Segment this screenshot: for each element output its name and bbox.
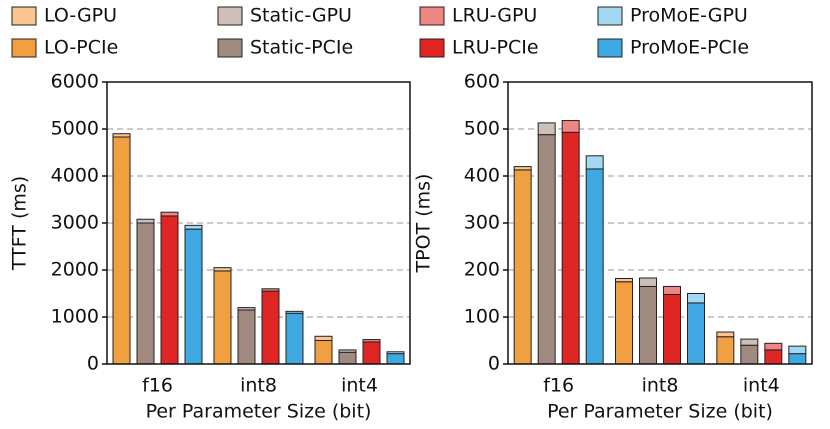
y-tick-label: 500 xyxy=(464,118,500,140)
legend-label: Static-GPU xyxy=(250,5,352,27)
bar-gpu xyxy=(261,288,280,292)
plot-frame xyxy=(106,81,411,365)
y-tick-label: 5000 xyxy=(51,118,99,140)
y-tick-label: 600 xyxy=(464,71,500,93)
bar-pcie xyxy=(160,215,179,365)
bar-gpu xyxy=(639,277,657,287)
bar-pcie xyxy=(362,341,381,365)
bar-gpu xyxy=(285,310,304,314)
y-tick-label: 300 xyxy=(464,212,500,234)
legend-swatch xyxy=(217,38,243,58)
y-tick-label: 200 xyxy=(464,259,500,281)
bar-gpu xyxy=(585,155,604,170)
y-tick-label: 3000 xyxy=(51,212,99,234)
x-tick-label: f16 xyxy=(543,375,574,397)
legend-label: ProMoE-GPU xyxy=(630,5,748,27)
x-tick-label: int8 xyxy=(642,375,679,397)
bar-pcie xyxy=(136,222,155,365)
bar-pcie xyxy=(112,136,131,365)
legend-swatch xyxy=(419,6,445,26)
bar-pcie xyxy=(314,340,333,365)
bar-pcie xyxy=(537,134,556,365)
bar-gpu xyxy=(561,120,580,133)
bar-gpu xyxy=(663,285,681,295)
y-tick-label: 6000 xyxy=(51,71,99,93)
x-tick-label: int4 xyxy=(743,375,780,397)
legend-label: LO-GPU xyxy=(44,5,117,27)
bar-gpu xyxy=(386,351,405,355)
bar-pcie xyxy=(788,353,807,365)
x-axis-label: Per Parameter Size (bit) xyxy=(146,401,372,423)
x-axis-label: Per Parameter Size (bit) xyxy=(547,401,773,423)
x-tick-label: int8 xyxy=(240,375,277,397)
bar-gpu xyxy=(788,345,807,355)
legend-label: ProMoE-PCIe xyxy=(630,37,749,59)
x-tick-label: f16 xyxy=(142,375,173,397)
legend-label: LO-PCIe xyxy=(44,37,118,59)
bar-pcie xyxy=(513,169,532,365)
bar-gpu xyxy=(716,331,735,338)
y-tick-label: 2000 xyxy=(51,259,99,281)
y-tick-label: 4000 xyxy=(51,165,99,187)
legend-label: Static-PCIe xyxy=(250,37,353,59)
legend-swatch xyxy=(11,6,37,26)
bar-gpu xyxy=(160,211,179,217)
bar-gpu xyxy=(213,267,232,272)
bar-pcie xyxy=(338,351,357,365)
bar-gpu xyxy=(184,224,203,230)
bar-pcie xyxy=(585,168,604,365)
bar-gpu xyxy=(513,166,532,171)
bar-pcie xyxy=(386,353,405,365)
bar-gpu xyxy=(615,277,633,283)
bar-pcie xyxy=(213,270,232,365)
bar-pcie xyxy=(740,344,759,365)
bar-gpu xyxy=(537,122,556,136)
bar-pcie xyxy=(184,228,203,365)
legend-label: LRU-GPU xyxy=(452,5,537,27)
y-axis-label: TTFT (ms) xyxy=(9,176,31,271)
bar-gpu xyxy=(764,342,783,351)
y-axis-label: TPOT (ms) xyxy=(413,174,435,274)
bar-pcie xyxy=(615,281,633,365)
bar-pcie xyxy=(237,309,256,365)
bar-pcie xyxy=(687,302,705,365)
y-tick-label: 1000 xyxy=(51,306,99,328)
bar-gpu xyxy=(687,293,705,304)
y-tick-label: 0 xyxy=(87,353,99,375)
y-tick-label: 100 xyxy=(464,306,500,328)
legend-swatch xyxy=(11,38,37,58)
bar-gpu xyxy=(112,133,131,138)
legend-label: LRU-PCIe xyxy=(452,37,539,59)
bar-pcie xyxy=(716,336,735,365)
bar-pcie xyxy=(261,290,280,365)
bar-pcie xyxy=(639,285,657,365)
bar-gpu xyxy=(314,335,333,341)
bar-gpu xyxy=(338,349,357,353)
bar-gpu xyxy=(362,339,381,343)
bar-pcie xyxy=(285,312,304,365)
legend-swatch xyxy=(419,38,445,58)
y-tick-label: 0 xyxy=(488,353,500,375)
legend-swatch xyxy=(597,38,623,58)
bar-gpu xyxy=(740,338,759,346)
y-tick-label: 400 xyxy=(464,165,500,187)
legend-swatch xyxy=(217,6,243,26)
x-tick-label: int4 xyxy=(341,375,378,397)
bar-pcie xyxy=(561,131,580,365)
bar-pcie xyxy=(663,293,681,365)
plot-frame xyxy=(507,81,813,365)
bar-gpu xyxy=(136,218,155,224)
bar-gpu xyxy=(237,307,256,311)
bar-pcie xyxy=(764,349,783,365)
legend-swatch xyxy=(597,6,623,26)
